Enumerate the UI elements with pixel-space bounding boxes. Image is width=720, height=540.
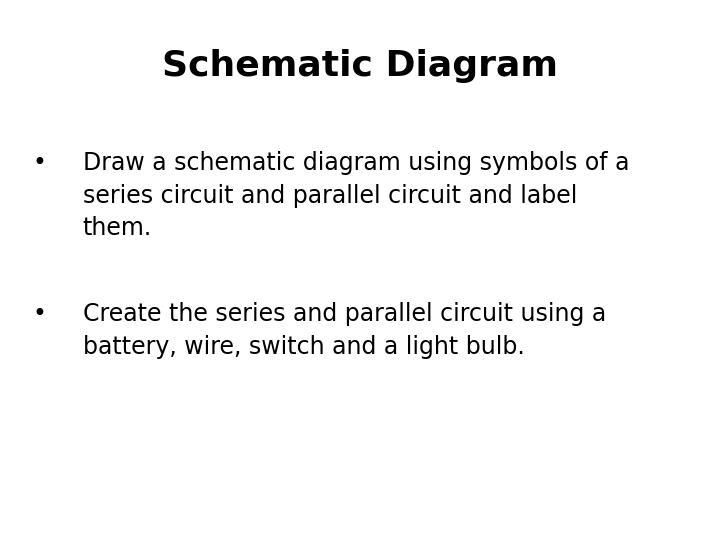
Text: •: • xyxy=(32,151,47,175)
Text: Schematic Diagram: Schematic Diagram xyxy=(162,49,558,83)
Text: Create the series and parallel circuit using a
battery, wire, switch and a light: Create the series and parallel circuit u… xyxy=(83,302,606,359)
Text: Draw a schematic diagram using symbols of a
series circuit and parallel circuit : Draw a schematic diagram using symbols o… xyxy=(83,151,629,240)
Text: •: • xyxy=(32,302,47,326)
